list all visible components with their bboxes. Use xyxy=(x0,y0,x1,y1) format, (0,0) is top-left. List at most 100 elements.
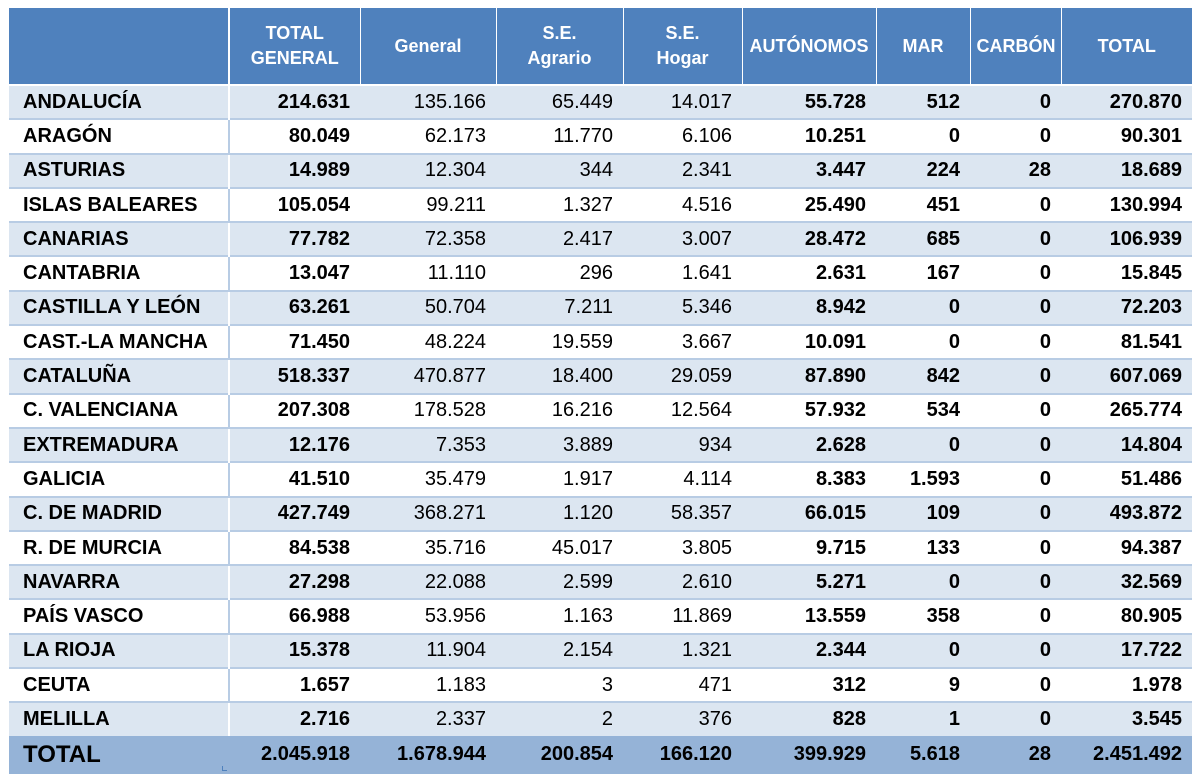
table-row: R. DE MURCIA 84.538 35.716 45.017 3.805 9.715… xyxy=(9,529,1192,567)
region-name: ANDALUCÍA xyxy=(9,83,230,120)
table-cell: 15.378 xyxy=(229,632,360,669)
table-cell: 0 xyxy=(970,186,1061,224)
header-se-hogar: S.E. Hogar xyxy=(622,8,742,85)
table-cell: 11.110 xyxy=(360,255,496,292)
table-cell: 167 xyxy=(876,255,970,292)
table-cell: 13.559 xyxy=(742,598,876,635)
table-cell: 1.593 xyxy=(876,461,970,498)
table-cell: 25.490 xyxy=(742,186,876,224)
table-cell: 0 xyxy=(876,289,970,326)
table-cell: 2.716 xyxy=(229,701,360,736)
table-cell: 3.447 xyxy=(742,152,876,188)
table-cell: 2.610 xyxy=(623,564,742,600)
region-name: ISLAS BALEARES xyxy=(9,186,230,224)
region-name: GALICIA xyxy=(9,461,230,498)
table-cell: 11.869 xyxy=(623,598,742,635)
table-cell: 270.870 xyxy=(1061,83,1192,120)
table-cell: 12.564 xyxy=(623,392,742,429)
table-row: ANDALUCÍA 214.631 135.166 65.449 14.017 55.72… xyxy=(9,83,1192,120)
total-row: TOTAL 2.045.918 1.678.944 200.854 166.12… xyxy=(9,735,1192,774)
table-cell: 842 xyxy=(876,358,970,394)
table-cell: 2.417 xyxy=(496,221,623,257)
table-cell: 0 xyxy=(970,495,1061,531)
table-cell: 0 xyxy=(876,324,970,361)
table-cell: 0 xyxy=(970,598,1061,635)
table-cell: 2 xyxy=(496,701,623,736)
region-name: CANTABRIA xyxy=(9,255,230,292)
table-cell: 66.988 xyxy=(229,598,360,635)
table-cell: 11.770 xyxy=(496,118,623,155)
table-cell: 1.163 xyxy=(496,598,623,635)
table-cell: 0 xyxy=(970,392,1061,429)
table-cell: 130.994 xyxy=(1061,186,1192,224)
table-row: CANTABRIA 13.047 11.110 296 1.641 2.631 167 0 15… xyxy=(9,255,1192,292)
table-cell: 265.774 xyxy=(1061,392,1192,429)
table-cell: 55.728 xyxy=(742,83,876,120)
table-cell: 63.261 xyxy=(229,289,360,326)
table-row: CASTILLA Y LEÓN 63.261 50.704 7.211 5.346 8.9… xyxy=(9,289,1192,326)
region-name: ARAGÓN xyxy=(9,118,230,155)
table-cell: 1.327 xyxy=(496,186,623,224)
table-cell: 71.450 xyxy=(229,324,360,361)
table-cell: 66.015 xyxy=(742,495,876,531)
table-cell: 50.704 xyxy=(360,289,496,326)
table-cell: 0 xyxy=(876,118,970,155)
table-cell: 27.298 xyxy=(229,564,360,600)
table-cell: 58.357 xyxy=(623,495,742,531)
table-cell: 0 xyxy=(970,255,1061,292)
table-cell: 35.716 xyxy=(360,529,496,567)
header-total: TOTAL xyxy=(1060,8,1192,85)
table-cell: 28.472 xyxy=(742,221,876,257)
header-total-general: TOTAL GENERAL xyxy=(228,8,360,85)
table-cell: 11.904 xyxy=(360,632,496,669)
header-carbon: CARBÓN xyxy=(969,8,1061,85)
table-cell: 2.628 xyxy=(742,426,876,463)
table-cell: 80.905 xyxy=(1061,598,1192,635)
total-cell: 1.678.944 xyxy=(360,735,496,774)
table-cell: 0 xyxy=(970,529,1061,567)
table-row: ARAGÓN 80.049 62.173 11.770 6.106 10.251 0 0 90.… xyxy=(9,118,1192,155)
table-cell: 224 xyxy=(876,152,970,188)
table-cell: 493.872 xyxy=(1061,495,1192,531)
table-cell: 29.059 xyxy=(623,358,742,394)
table-row: C. VALENCIANA 207.308 178.528 16.216 12.564 5… xyxy=(9,392,1192,429)
table-cell: 3 xyxy=(496,667,623,704)
table-cell: 6.106 xyxy=(623,118,742,155)
table-row: CAST.-LA MANCHA 71.450 48.224 19.559 3.667 10… xyxy=(9,324,1192,361)
table-cell: 7.353 xyxy=(360,426,496,463)
total-cell: 399.929 xyxy=(742,735,876,774)
table-cell: 427.749 xyxy=(229,495,360,531)
table-cell: 105.054 xyxy=(229,186,360,224)
total-cell: 2.451.492 xyxy=(1061,735,1192,774)
table-cell: 10.091 xyxy=(742,324,876,361)
table-cell: 2.599 xyxy=(496,564,623,600)
table-cell: 13.047 xyxy=(229,255,360,292)
table-cell: 72.358 xyxy=(360,221,496,257)
table-cell: 7.211 xyxy=(496,289,623,326)
table-cell: 57.932 xyxy=(742,392,876,429)
header-autonomos: AUTÓNOMOS xyxy=(741,8,876,85)
table-cell: 0 xyxy=(970,358,1061,394)
table-cell: 471 xyxy=(623,667,742,704)
region-name: CEUTA xyxy=(9,667,230,704)
table-cell: 45.017 xyxy=(496,529,623,567)
table-cell: 51.486 xyxy=(1061,461,1192,498)
table-cell: 99.211 xyxy=(360,186,496,224)
total-cell: 28 xyxy=(970,735,1061,774)
table-cell: 81.541 xyxy=(1061,324,1192,361)
table-cell: 8.383 xyxy=(742,461,876,498)
region-name: PAÍS VASCO xyxy=(9,598,230,635)
table-body: ANDALUCÍA 214.631 135.166 65.449 14.017 55.72… xyxy=(9,83,1192,736)
table-cell: 14.989 xyxy=(229,152,360,188)
table-cell: 0 xyxy=(970,83,1061,120)
table-row: MELILLA 2.716 2.337 2 376 828 1 0 3.545 xyxy=(9,701,1192,736)
table-cell: 1.183 xyxy=(360,667,496,704)
table-cell: 16.216 xyxy=(496,392,623,429)
table-cell: 5.271 xyxy=(742,564,876,600)
table-cell: 214.631 xyxy=(229,83,360,120)
total-cell: 166.120 xyxy=(623,735,742,774)
table-row: CATALUÑA 518.337 470.877 18.400 29.059 87.890… xyxy=(9,358,1192,394)
table-cell: 94.387 xyxy=(1061,529,1192,567)
table-cell: 28 xyxy=(970,152,1061,188)
table-cell: 1.120 xyxy=(496,495,623,531)
